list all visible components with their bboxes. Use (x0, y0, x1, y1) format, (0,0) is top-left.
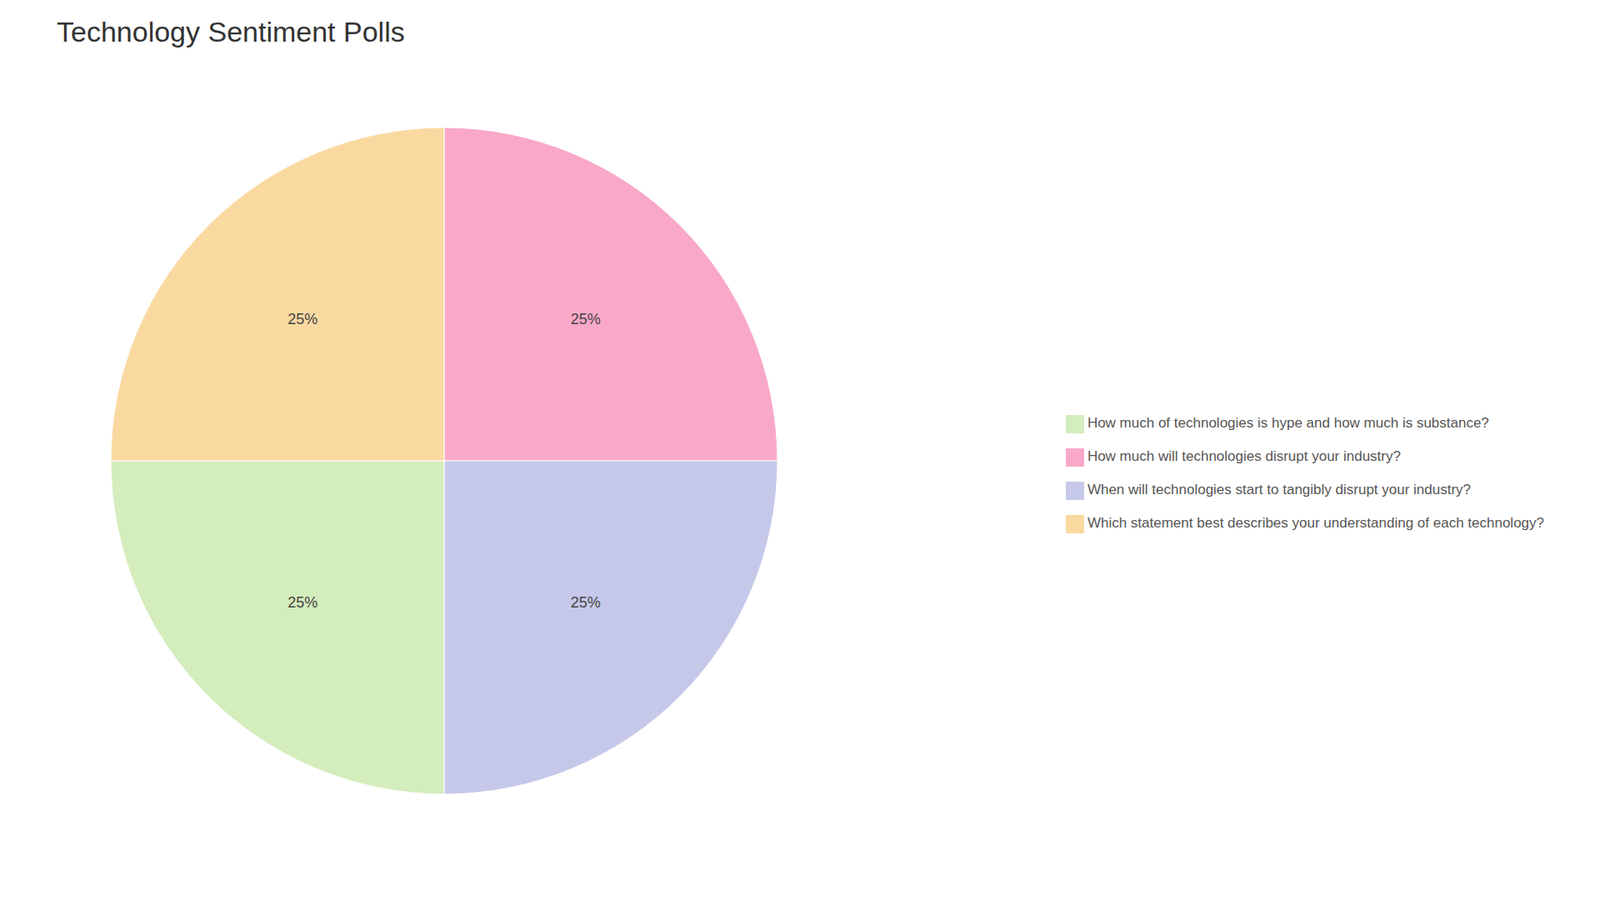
svg-text:25%: 25% (570, 310, 601, 328)
svg-text:25%: 25% (287, 594, 318, 611)
svg-text:25%: 25% (287, 310, 318, 328)
html-text:Technology Sentiment Polls: Technology Sentiment Polls (56, 15, 405, 48)
html-text:How much will technologies dis: How much will technologies disrupt your … (1087, 448, 1401, 465)
svg-text:25%: 25% (570, 594, 601, 611)
html-text:When will technologies start t: When will technologies start to tangibly… (1087, 481, 1471, 498)
html-text:How much of technologies is hy: How much of technologies is hype and how… (1087, 415, 1489, 431)
html-text:Which statement best describes: Which statement best describes your unde… (1087, 515, 1545, 531)
